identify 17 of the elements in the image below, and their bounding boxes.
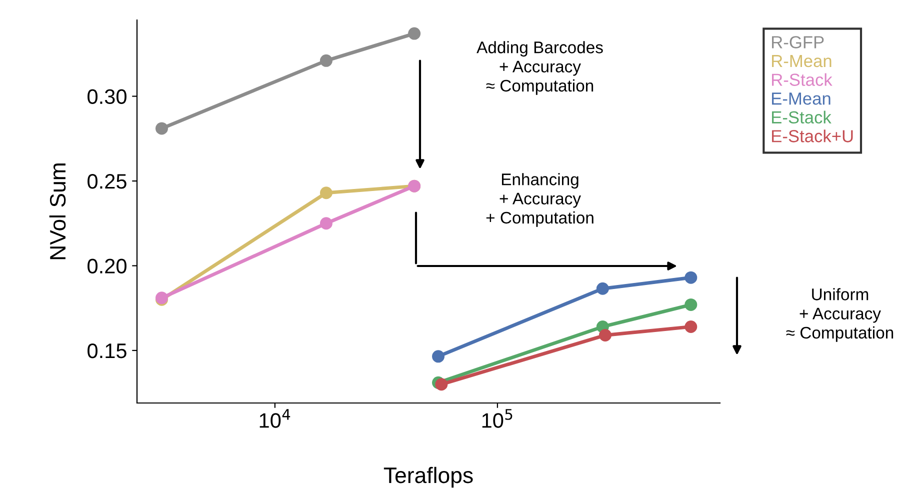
- text: E-Mean: [772, 92, 830, 105]
- x-axis-title: Teraflops: [384, 466, 473, 488]
- y-tick-label: 0.25: [88, 174, 126, 189]
- text: R-GFP: [772, 36, 824, 48]
- y-tick-label: 0.20: [88, 258, 126, 274]
- text: R-Mean: [772, 55, 832, 68]
- y-tick-label: 0.30: [88, 89, 126, 104]
- text: E-Stack: [772, 110, 832, 124]
- text: E-Stack+U: [772, 130, 853, 142]
- x-tick-label: 10$^{4}$: [260, 409, 290, 428]
- x-tick-label: 10$^{5}$: [482, 409, 512, 428]
- annotation: Adding Barcodes + Accuracy ≈ Computation: [476, 41, 603, 95]
- text: R-Stack: [772, 73, 832, 86]
- annotation: Enhancing + Accuracy + Computation: [486, 173, 594, 227]
- y-axis-title: NVol Sum: [49, 164, 66, 260]
- text: Uniform + Accuracy ≈ Computation: [786, 288, 894, 342]
- y-tick-label: 0.15: [88, 343, 126, 358]
